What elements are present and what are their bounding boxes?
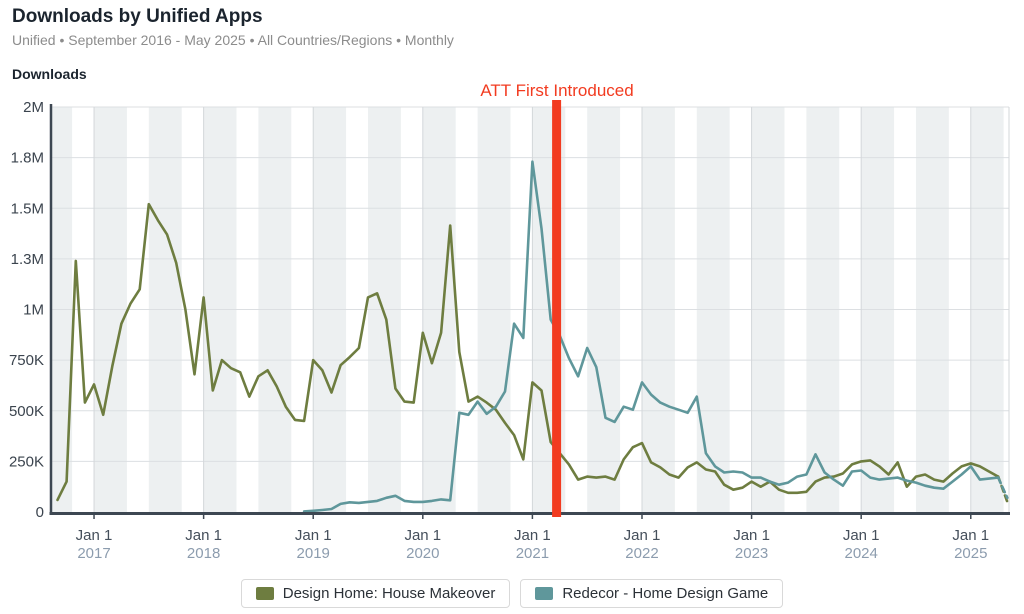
y-tick-label: 500K [9,403,44,420]
x-tick-label-year: 2022 [625,545,658,562]
x-tick-label-year: 2017 [77,545,110,562]
att-annotation-label: ATT First Introduced [480,81,634,100]
x-tick-label-day: Jan 1 [76,527,113,544]
chart-legend: Design Home: House Makeover Redecor - Ho… [0,579,1024,608]
x-tick-label-day: Jan 1 [404,527,441,544]
x-tick-label-year: 2025 [954,545,987,562]
legend-label-design-home: Design Home: House Makeover [282,585,496,602]
x-tick-label-day: Jan 1 [185,527,222,544]
x-tick-label-day: Jan 1 [952,527,989,544]
x-tick-label-day: Jan 1 [843,527,880,544]
y-tick-label: 2M [23,99,44,116]
x-tick-label-year: 2019 [297,545,330,562]
y-tick-label: 1.5M [11,200,44,217]
x-tick-label-day: Jan 1 [295,527,332,544]
y-tick-label: 1.3M [11,251,44,268]
att-annotation-line [552,100,562,517]
x-tick-label-day: Jan 1 [624,527,661,544]
y-tick-label: 0 [36,504,44,521]
page-subtitle: Unified • September 2016 - May 2025 • Al… [12,32,454,48]
y-tick-label: 1M [23,302,44,319]
design-home-color-swatch [255,587,274,600]
x-tick-label-year: 2021 [516,545,549,562]
redecor-color-swatch [535,587,554,600]
x-tick-label-day: Jan 1 [733,527,770,544]
y-tick-label: 250K [9,453,44,470]
x-tick-label-day: Jan 1 [514,527,551,544]
x-tick-label-year: 2018 [187,545,220,562]
series-line-1[interactable] [302,160,1000,513]
x-tick-label-year: 2020 [406,545,439,562]
y-axis-title: Downloads [12,66,87,82]
series-line-0[interactable] [56,202,1000,502]
x-tick-label-year: 2024 [844,545,877,562]
y-tick-label: 750K [9,352,44,369]
legend-item-redecor[interactable]: Redecor - Home Design Game [520,579,784,608]
series-line-1-partial-month-dashed[interactable] [996,476,1009,500]
x-tick-label-year: 2023 [735,545,768,562]
legend-label-redecor: Redecor - Home Design Game [562,585,769,602]
y-tick-label: 1.8M [11,150,44,167]
page-title: Downloads by Unified Apps [12,6,263,27]
legend-item-design-home[interactable]: Design Home: House Makeover [240,579,511,608]
